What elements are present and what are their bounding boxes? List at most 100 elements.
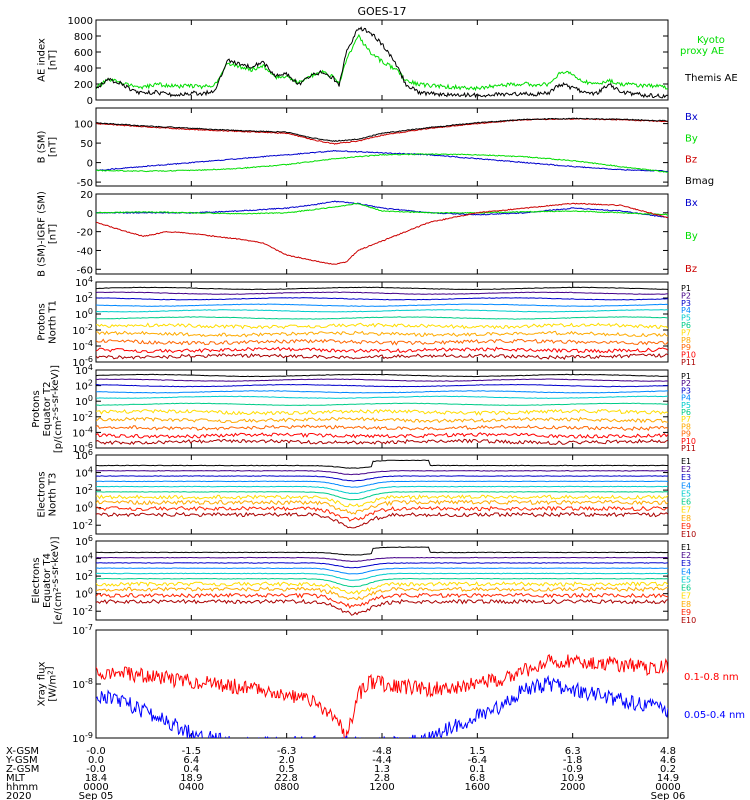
x-axis-row-label: Z-GSM	[6, 764, 39, 775]
legend-entry: By	[685, 133, 698, 144]
x-axis-value: -4.8	[372, 746, 392, 757]
y-axis-label: AE index	[37, 38, 48, 82]
legend-entry: E10	[681, 616, 696, 625]
y-tick-label: 1000	[68, 16, 93, 27]
channel-line-e1	[96, 546, 668, 556]
legend-entry: proxy AE	[680, 46, 724, 57]
y-tick-label: 10-2	[72, 323, 93, 337]
legend-bsm: Bx By Bz Bmag	[685, 112, 714, 187]
x-axis-value: 1.5	[469, 746, 485, 757]
y-tick-label: 100	[75, 587, 93, 601]
channel-line-p9	[96, 424, 668, 432]
x-axis-row-label: MLT	[6, 773, 26, 784]
y-axis-label: Electrons	[31, 557, 42, 603]
x-axis-row-label: X-GSM	[6, 746, 39, 757]
y-axis-label: Electrons	[37, 471, 48, 517]
x-axis-value: 6.8	[469, 773, 485, 784]
panel-ae: 1000 800 600 400 200 0 AE index [nT] Kyotoproxy …	[37, 16, 738, 107]
channel-line-e2	[96, 469, 668, 476]
y-axis-label: Protons	[37, 303, 48, 340]
panel-xray: 10-7 10-8 10-9 Xray flux [W/m2] 0.1-0.8 nm 0.0…	[37, 623, 746, 745]
channel-line-p1	[96, 373, 668, 378]
x-axis-value: 2000	[560, 782, 585, 793]
y-tick-label: 102	[75, 569, 93, 583]
legend-entry: E8	[681, 600, 691, 609]
legend-entry: Bz	[685, 264, 697, 275]
y-tick-label: 50	[80, 139, 93, 150]
channel-line-e4	[96, 567, 668, 575]
y-tick-label: 10-8	[72, 677, 93, 691]
legend-entry: P5	[681, 401, 691, 410]
y-tick-label: -50	[77, 178, 93, 189]
legend-entry: 0.05-0.4 nm	[684, 710, 745, 721]
legend-entry: P9	[681, 430, 691, 439]
legend-entry: P11	[681, 444, 696, 453]
x-axis-value: Sep 05	[79, 791, 114, 800]
y-axis-label: North T1	[48, 300, 59, 344]
y-axis-label: [W/m2]	[45, 666, 59, 701]
legend-entry: Bmag	[685, 176, 714, 187]
legend-entry: E4	[681, 481, 691, 490]
x-axis-value: 0.0	[88, 755, 104, 766]
legend-entry: Bz	[685, 155, 697, 166]
channel-line-p6	[96, 402, 668, 406]
x-axis-value: Sep 06	[651, 791, 686, 800]
channel-line-p2	[96, 291, 668, 295]
channel-line-e10	[96, 511, 668, 529]
x-axis-value: 18.4	[85, 773, 107, 784]
channel-line-e1	[96, 459, 668, 469]
y-tick-label: 20	[80, 190, 93, 201]
y-axis-label: B (SM)-IGRF (SM)	[37, 191, 48, 277]
x-axis-value: -1.8	[563, 755, 583, 766]
y-tick-label: 10-6	[72, 441, 93, 455]
channel-line-e9	[96, 505, 668, 522]
channel-line-e7	[96, 494, 668, 508]
legend-entry: P10	[681, 437, 696, 446]
legend-entry: P3	[681, 299, 691, 308]
y-axis-label: Protons	[31, 390, 42, 427]
legend-entry: Bx	[685, 198, 698, 209]
legend-entry: E7	[681, 506, 691, 515]
x-axis-value: 10.9	[562, 773, 584, 784]
x-axis-value: 0800	[274, 782, 299, 793]
channel-line-p6	[96, 316, 668, 320]
x-axis-value: 2.8	[374, 773, 390, 784]
x-axis-row-label: hhmm	[6, 782, 38, 793]
y-tick-label: 104	[75, 363, 93, 377]
channel-line-p1	[96, 286, 668, 291]
legend-entry: P8	[681, 422, 691, 431]
series-line-bz	[96, 118, 668, 145]
legend-entry: E5	[681, 489, 691, 498]
y-axis-label: B (SM)	[37, 130, 48, 163]
legend-entry: E3	[681, 473, 691, 482]
x-axis-value: 22.8	[276, 773, 298, 784]
channel-line-p8	[96, 330, 668, 338]
x-axis-value: 14.9	[657, 773, 679, 784]
y-tick-label: 104	[75, 552, 93, 566]
x-axis-value: 0.4	[183, 764, 199, 775]
channel-line-e3	[96, 562, 668, 569]
series-line-0-05-0-4-nm	[96, 674, 668, 738]
x-axis-value: 0.1	[469, 764, 485, 775]
legend-xray: 0.1-0.8 nm 0.05-0.4 nm	[684, 672, 745, 721]
series-line-0-1-0-8-nm	[96, 654, 668, 738]
x-axis-value: 4.8	[660, 746, 676, 757]
panel-frame	[95, 454, 669, 535]
x-axis-value: 0000	[83, 782, 108, 793]
panel-frame	[95, 193, 669, 275]
channel-line-e3	[96, 475, 668, 482]
x-axis-value: -1.5	[182, 746, 202, 757]
legend-entry: P7	[681, 415, 691, 424]
y-tick-label: 10-7	[72, 623, 93, 637]
channel-line-p4	[96, 390, 668, 394]
legend-entry: E6	[681, 584, 691, 593]
legend-entry: E4	[681, 567, 691, 576]
legend-entry: P11	[681, 358, 696, 367]
channel-line-e10	[96, 598, 668, 616]
x-axis-value: -0.0	[86, 746, 106, 757]
y-tick-label: 106	[75, 534, 93, 548]
